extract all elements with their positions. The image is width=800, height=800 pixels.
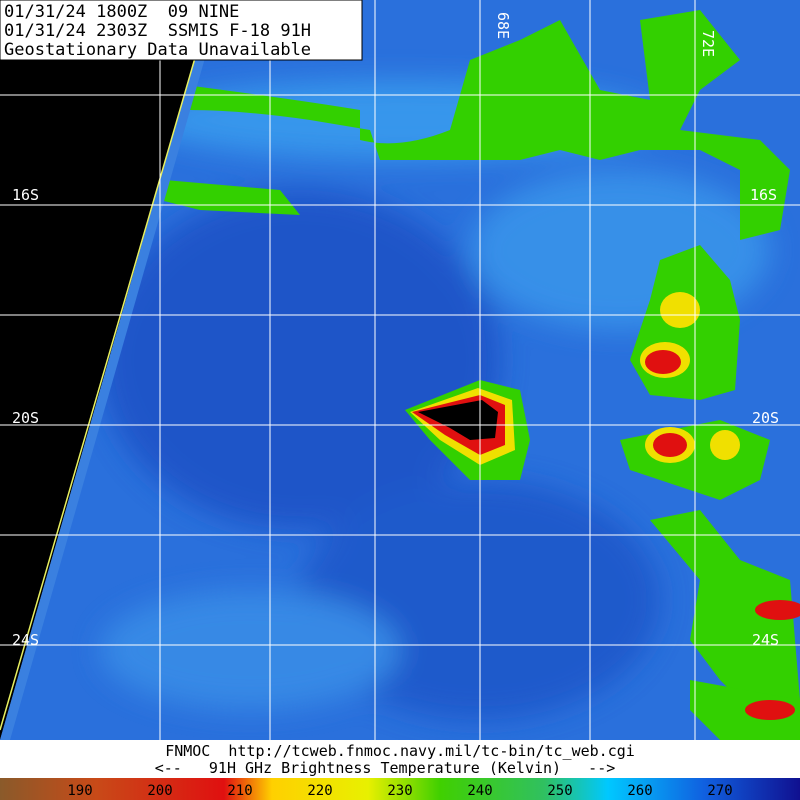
colorbar-label: 260: [627, 783, 652, 799]
colorbar-label: 270: [707, 783, 732, 799]
colorbar-label: 210: [227, 783, 252, 799]
latitude-label: 20S: [752, 409, 779, 427]
colorbar-label: 230: [387, 783, 412, 799]
colorbar-label: 190: [67, 783, 92, 799]
longitude-label: 68E: [494, 12, 512, 39]
footer: [0, 740, 800, 778]
footer-caption: <-- 91H GHz Brightness Temperature (Kelv…: [155, 759, 616, 777]
colorbar: [0, 778, 800, 800]
latitude-label: 16S: [12, 186, 39, 204]
header-line: 01/31/24 1800Z 09 NINE: [4, 2, 239, 22]
lat-lon-grid: [0, 0, 800, 740]
latitude-label: 24S: [12, 631, 39, 649]
colorbar-label: 220: [307, 783, 332, 799]
latitude-label: 16S: [750, 186, 777, 204]
colorbar-label: 250: [547, 783, 572, 799]
latitude-label: 20S: [12, 409, 39, 427]
colorbar-labels: 190 200 210 220 230 240 250 260 270: [67, 783, 732, 799]
longitude-label: 72E: [699, 30, 717, 57]
imagery: [0, 0, 800, 740]
header-line: 01/31/24 2303Z SSMIS F-18 91H: [4, 21, 311, 41]
header-box: [0, 0, 363, 61]
latitude-label: 24S: [752, 631, 779, 649]
footer-source: FNMOC http://tcweb.fnmoc.navy.mil/tc-bin…: [165, 742, 635, 760]
colorbar-label: 200: [147, 783, 172, 799]
colorbar-label: 240: [467, 783, 492, 799]
header-line: Geostationary Data Unavailable: [4, 40, 311, 60]
